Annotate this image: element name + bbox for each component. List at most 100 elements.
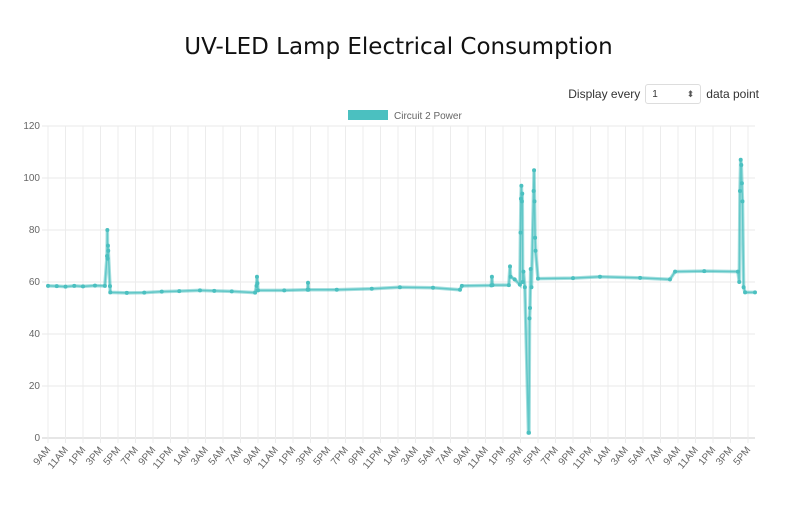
x-tick-label: 3PM	[714, 445, 736, 468]
data-point[interactable]	[334, 287, 339, 292]
data-point[interactable]	[212, 288, 217, 293]
data-point[interactable]	[197, 288, 202, 293]
data-point[interactable]	[490, 283, 495, 288]
data-point[interactable]	[519, 183, 524, 188]
y-tick-label: 60	[29, 277, 41, 288]
data-point[interactable]	[508, 274, 513, 279]
data-point[interactable]	[124, 290, 129, 295]
data-point[interactable]	[489, 274, 494, 279]
data-point[interactable]	[739, 181, 744, 186]
data-point[interactable]	[54, 284, 59, 289]
data-point[interactable]	[735, 269, 740, 274]
data-point[interactable]	[522, 285, 527, 290]
x-tick-label: 3AM	[609, 445, 631, 468]
data-point[interactable]	[597, 274, 602, 279]
data-point[interactable]	[743, 290, 748, 295]
x-tick-label: 11AM	[46, 445, 71, 472]
data-point[interactable]	[737, 280, 742, 284]
data-point[interactable]	[739, 163, 744, 167]
data-point[interactable]	[92, 283, 97, 288]
display-every-input[interactable]: 1 ⬍	[645, 84, 702, 104]
data-point[interactable]	[519, 199, 524, 204]
data-point[interactable]	[306, 280, 311, 285]
data-point[interactable]	[673, 269, 678, 274]
y-tick-label: 40	[29, 329, 41, 340]
data-point[interactable]	[72, 283, 77, 288]
data-point[interactable]	[738, 157, 743, 162]
series-line	[47, 159, 755, 434]
x-tick-label: 5AM	[417, 445, 439, 468]
x-tick-label: 5PM	[102, 445, 124, 468]
data-point[interactable]	[63, 284, 68, 289]
data-point[interactable]	[508, 264, 512, 269]
data-point[interactable]	[536, 276, 540, 281]
data-point[interactable]	[369, 286, 374, 291]
data-point[interactable]	[254, 274, 259, 279]
data-point[interactable]	[105, 243, 110, 248]
data-point[interactable]	[521, 269, 526, 274]
data-point[interactable]	[517, 282, 522, 287]
data-point[interactable]	[702, 269, 707, 274]
data-point[interactable]	[282, 288, 287, 293]
up-down-chevron-icon[interactable]: ⬍	[686, 88, 695, 99]
data-point[interactable]	[108, 290, 113, 295]
data-point[interactable]	[253, 290, 258, 295]
data-point[interactable]	[741, 285, 746, 290]
data-point[interactable]	[526, 430, 531, 435]
data-point[interactable]	[520, 191, 525, 196]
data-point[interactable]	[520, 280, 525, 284]
data-point[interactable]	[533, 235, 538, 240]
data-point[interactable]	[737, 189, 742, 193]
legend[interactable]: Circuit 2 Power	[348, 110, 462, 122]
data-point[interactable]	[107, 284, 112, 289]
data-point[interactable]	[529, 285, 534, 290]
data-point[interactable]	[142, 290, 147, 295]
data-point[interactable]	[46, 283, 50, 288]
x-tick-label: 1PM	[487, 445, 509, 468]
data-point[interactable]	[667, 277, 672, 282]
x-tick-label: 7PM	[119, 445, 141, 468]
data-point[interactable]	[571, 276, 575, 281]
legend-label: Circuit 2 Power	[394, 111, 462, 122]
data-point[interactable]	[753, 290, 757, 295]
x-tick-label: 1PM	[697, 445, 719, 468]
data-point[interactable]	[177, 289, 182, 294]
data-point[interactable]	[528, 267, 533, 271]
x-tick-label: 3PM	[504, 445, 526, 468]
data-point[interactable]	[533, 248, 538, 253]
data-point[interactable]	[102, 283, 107, 288]
data-point[interactable]	[506, 283, 511, 288]
x-tick-label: 3AM	[189, 445, 211, 468]
data-point[interactable]	[638, 275, 643, 280]
data-point[interactable]	[431, 285, 435, 290]
display-every-label: Display every	[568, 87, 641, 101]
data-point[interactable]	[518, 230, 523, 235]
data-point[interactable]	[457, 287, 462, 292]
data-point[interactable]	[106, 248, 111, 253]
data-point[interactable]	[512, 277, 517, 282]
data-point[interactable]	[105, 228, 110, 232]
y-tick-label: 100	[23, 173, 40, 184]
data-point[interactable]	[532, 168, 537, 173]
data-point[interactable]	[81, 284, 85, 289]
x-tick-label: 11PM	[151, 445, 176, 472]
y-tick-label: 20	[29, 381, 41, 392]
data-point[interactable]	[306, 287, 311, 292]
data-point[interactable]	[531, 189, 536, 193]
data-point[interactable]	[229, 289, 234, 294]
x-tick-label: 1PM	[277, 445, 299, 468]
legend-swatch	[348, 110, 388, 120]
x-tick-label: 5PM	[312, 445, 334, 468]
data-point[interactable]	[397, 285, 402, 290]
data-point[interactable]	[255, 281, 260, 286]
data-point[interactable]	[527, 306, 532, 310]
display-every-value: 1	[652, 88, 658, 100]
data-point[interactable]	[159, 289, 164, 294]
data-point[interactable]	[740, 199, 745, 204]
data-point[interactable]	[527, 316, 532, 321]
data-point[interactable]	[532, 199, 537, 204]
data-point[interactable]	[459, 283, 464, 288]
data-point[interactable]	[256, 288, 260, 293]
data-point[interactable]	[105, 256, 110, 261]
